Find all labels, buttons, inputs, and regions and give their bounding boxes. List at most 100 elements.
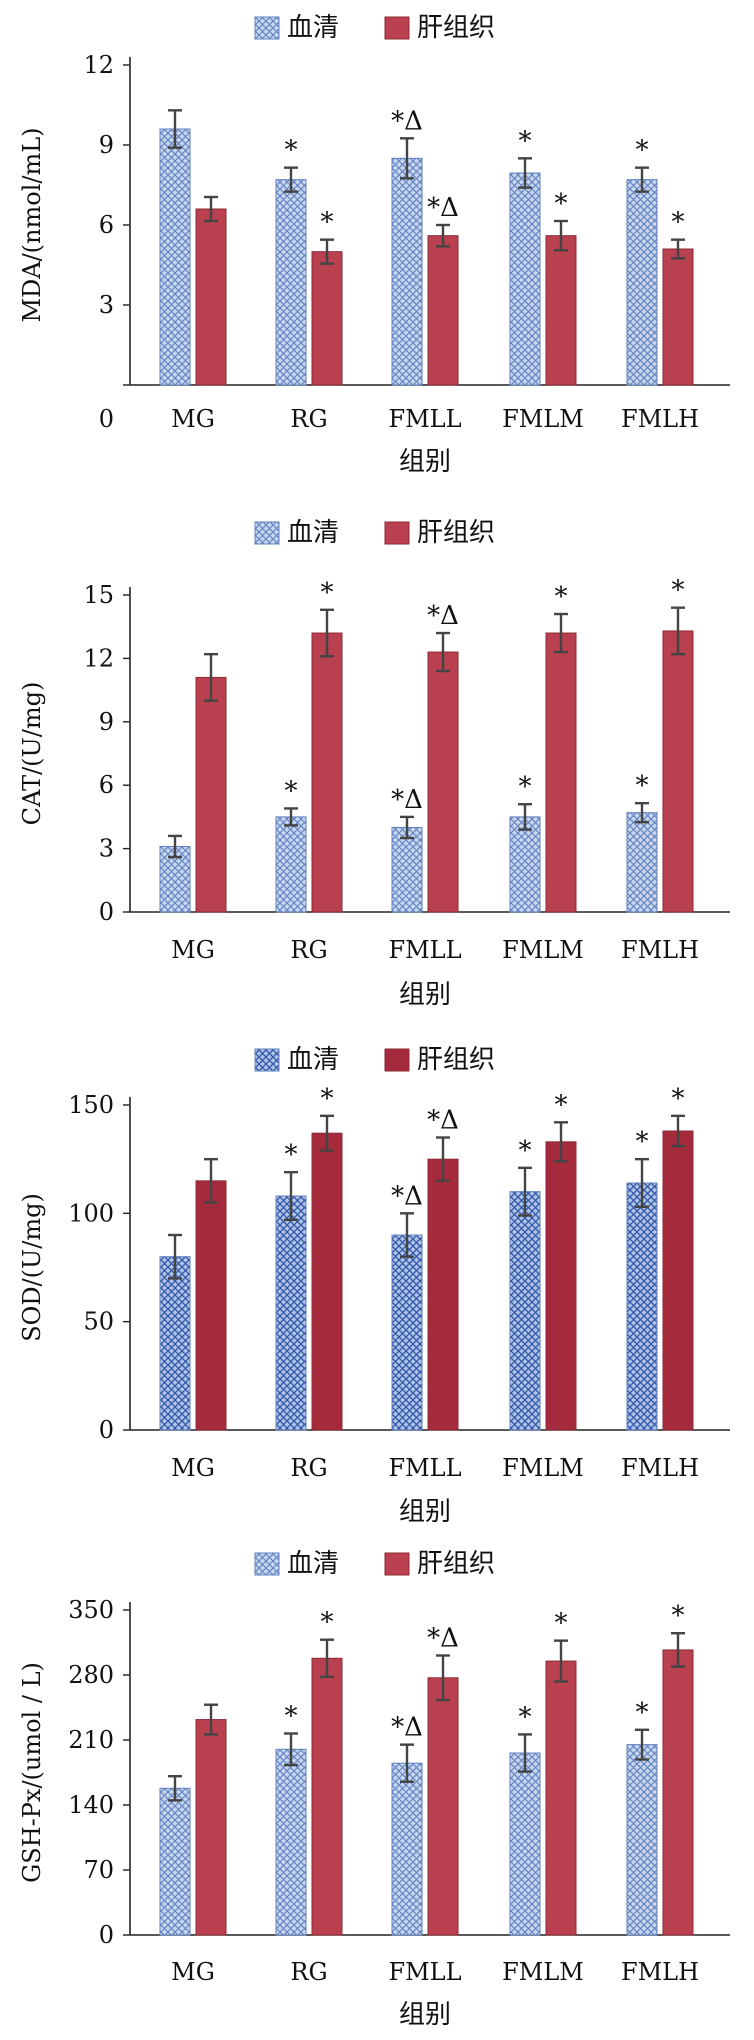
x-tick-label: RG (290, 1958, 327, 1986)
bar-liver (195, 1180, 227, 1431)
x-tick-label: RG (290, 936, 327, 964)
legend-swatch-liver (384, 16, 410, 40)
x-tick-label: FMLL (388, 1958, 461, 1986)
x-tick-label: FMLH (621, 405, 699, 433)
legend-label-liver: 肝组织 (417, 518, 495, 548)
y-axis-label: GSH-Px/(umol / L) (18, 1662, 46, 1883)
x-tick-label: FMLM (502, 1958, 584, 1986)
legend-label-serum: 血清 (287, 1549, 339, 1579)
y-tick-label: 12 (83, 51, 114, 79)
bar-liver (311, 251, 343, 386)
legend-label-liver: 肝组织 (417, 1045, 495, 1075)
x-tick-label: FMLH (621, 1958, 699, 1986)
bar-liver (545, 235, 577, 386)
legend: 血清 肝组织 (254, 13, 495, 43)
x-tick-label: FMLL (388, 405, 461, 433)
significance-mark: * (285, 136, 298, 166)
y-tick-label: 0 (99, 405, 114, 433)
x-axis-label: 组别 (399, 1497, 451, 1527)
significance-mark: * (636, 1127, 649, 1157)
bar-serum (275, 179, 307, 386)
y-axis-label: MDA/(nmol/mL) (18, 127, 46, 322)
y-tick-label: 3 (99, 291, 114, 319)
significance-mark: * (519, 1136, 532, 1166)
bar-serum (159, 1256, 191, 1431)
legend-label-serum: 血清 (287, 518, 339, 548)
legend-swatch-serum (254, 521, 280, 545)
x-axis-label: 组别 (399, 980, 451, 1010)
significance-mark: *Δ (427, 1624, 459, 1654)
chart-panel-4: 血清 肝组织 0 70 140 210 280 350 GSH-Px/(umol / L) MG R… (18, 1549, 730, 2030)
chart-panel-3: 血清 肝组织 0 50 100 150 SOD/(U/mg) MG RG FMLL FMLM FMLH… (18, 1045, 730, 1527)
legend-label-serum: 血清 (287, 13, 339, 43)
bar-serum (391, 1234, 423, 1431)
y-tick-label: 0 (99, 1416, 114, 1444)
y-tick-label: 150 (68, 1091, 114, 1119)
significance-mark: * (555, 1609, 568, 1639)
bar-serum (391, 826, 423, 913)
y-tick-label: 6 (99, 771, 114, 799)
significance-mark: *Δ (391, 785, 423, 815)
legend-swatch-liver (384, 1552, 410, 1576)
bar-liver (311, 1132, 343, 1431)
bar-liver (427, 1677, 459, 1936)
bar-liver (662, 248, 694, 386)
bar-serum (509, 1191, 541, 1431)
y-tick-label: 50 (83, 1308, 114, 1336)
x-tick-label: MG (171, 936, 215, 964)
significance-mark: * (555, 1090, 568, 1120)
significance-mark: *Δ (391, 1181, 423, 1211)
significance-mark: * (321, 1608, 334, 1638)
legend: 血清 肝组织 (254, 1549, 495, 1579)
bar-serum (275, 816, 307, 913)
bar-liver (545, 632, 577, 913)
bar-serum (626, 1744, 658, 1936)
y-tick-label: 12 (83, 644, 114, 672)
significance-mark: * (321, 208, 334, 238)
x-axis-label: 组别 (399, 447, 451, 477)
significance-mark: * (672, 1601, 685, 1631)
bar-liver (662, 1130, 694, 1431)
y-tick-label: 3 (99, 835, 114, 863)
x-tick-label: FMLM (502, 936, 584, 964)
bar-serum (275, 1748, 307, 1936)
legend-swatch-serum (254, 1048, 280, 1072)
significance-mark: * (285, 1140, 298, 1170)
significance-mark: * (519, 126, 532, 156)
significance-mark: * (636, 136, 649, 166)
significance-mark: * (672, 208, 685, 238)
bar-liver (427, 1158, 459, 1431)
significance-mark: * (321, 578, 334, 608)
bar-liver (545, 1141, 577, 1431)
significance-mark: * (285, 776, 298, 806)
chart-panel-2: 血清 肝组织 0 3 6 9 12 15 CAT/(U/mg) MG RG FMLL FMLM FMLH 组… (18, 518, 730, 1010)
significance-mark: * (636, 771, 649, 801)
significance-mark: * (672, 1084, 685, 1114)
y-tick-label: 6 (99, 211, 114, 239)
significance-mark: *Δ (427, 193, 459, 223)
y-axis-label: CAT/(U/mg) (18, 682, 46, 826)
significance-mark: * (285, 1702, 298, 1732)
x-tick-label: FMLL (388, 936, 461, 964)
significance-mark: *Δ (391, 1713, 423, 1743)
bar-liver (662, 630, 694, 913)
x-tick-label: RG (290, 405, 327, 433)
bar-liver (195, 676, 227, 913)
y-axis-label: SOD/(U/mg) (18, 1193, 46, 1342)
y-tick-label: 9 (99, 708, 114, 736)
significance-mark: * (321, 1084, 334, 1114)
y-tick-label: 9 (99, 131, 114, 159)
chart-panel-1: 血清 肝组织 0 3 6 9 12 MDA/(nmol/mL) MG RG FMLL FMLM FMLH… (18, 13, 730, 477)
bar-serum (509, 816, 541, 913)
bar-serum (159, 1787, 191, 1936)
bar-liver (195, 1719, 227, 1936)
legend-swatch-liver (384, 521, 410, 545)
bar-serum (509, 172, 541, 386)
y-tick-label: 140 (68, 1791, 114, 1819)
legend: 血清 肝组织 (254, 1045, 495, 1075)
x-tick-label: RG (290, 1454, 327, 1482)
significance-mark: *Δ (427, 1106, 459, 1136)
bar-liver (311, 632, 343, 913)
x-tick-label: MG (171, 1958, 215, 1986)
significance-mark: * (555, 189, 568, 219)
